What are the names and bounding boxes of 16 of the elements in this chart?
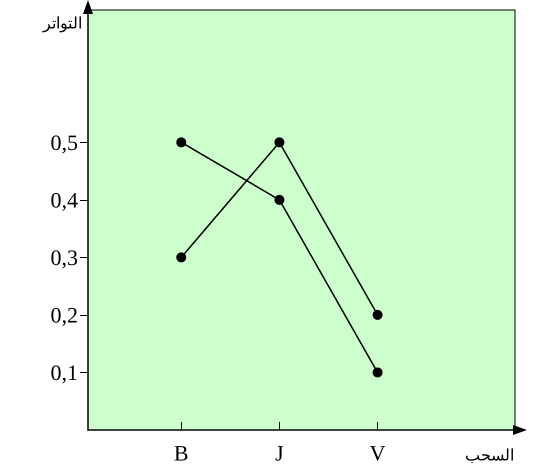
point: [372, 310, 383, 320]
point: [274, 194, 284, 205]
y-tick-label: 0,4: [50, 187, 78, 212]
y-axis-title: التواتر: [42, 16, 82, 32]
y-tick-label: 0,2: [50, 302, 78, 328]
x-axis-title: السحب: [465, 448, 514, 464]
point: [176, 137, 186, 148]
point: [274, 137, 284, 148]
x-tick-label: V: [370, 440, 386, 466]
point: [176, 252, 186, 262]
point: [372, 367, 383, 378]
y-tick-label: 0,5: [50, 130, 78, 155]
y-tick-label: 0,3: [50, 244, 78, 270]
x-tick-label: B: [174, 440, 189, 466]
y-tick-label: 0,1: [50, 360, 78, 385]
x-tick-label: J: [275, 440, 284, 466]
